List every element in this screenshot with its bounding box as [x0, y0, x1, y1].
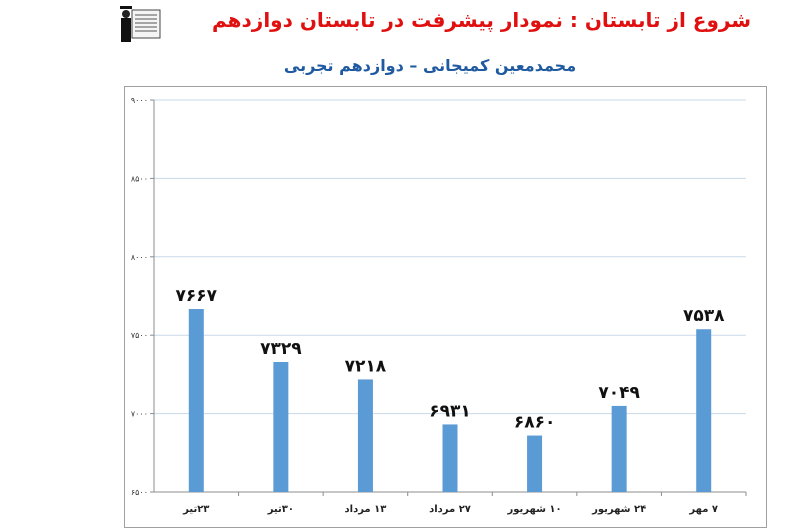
bar [188, 309, 204, 492]
chart-title: شروع از تابستان : نمودار پیشرفت در تابست… [211, 8, 751, 32]
brand-logo-icon [118, 4, 162, 44]
bar [696, 329, 712, 492]
x-tick-label: ۱۰ شهریور [507, 504, 562, 515]
y-tick-label: ۹۰۰۰ [131, 96, 148, 105]
x-tick-label: ۲۳تیر [182, 504, 209, 515]
y-tick-label: ۸۰۰۰ [131, 253, 148, 262]
chart-subtitle: محمدمعین کمیجانی – دوازدهم تجربی [283, 56, 577, 75]
x-tick-label: ۲۴ شهریور [591, 504, 646, 515]
bar [273, 362, 289, 492]
x-tick-label: ۱۳ مرداد [345, 504, 387, 515]
chart-frame [124, 86, 767, 528]
x-tick-label: ۷ مهر [688, 504, 718, 515]
y-tick-label: ۶۵۰۰ [131, 488, 148, 497]
bar [357, 379, 373, 492]
data-label: ۷۵۳۸ [683, 306, 725, 326]
bar [611, 405, 627, 492]
y-tick-label: ۷۰۰۰ [131, 410, 148, 419]
data-label: ۷۲۱۸ [345, 356, 387, 376]
x-tick-label: ۲۷ مرداد [429, 504, 471, 515]
data-label: ۶۸۶۰ [514, 413, 556, 433]
data-label: ۶۹۳۱ [429, 401, 471, 421]
data-label: ۷۰۴۹ [598, 383, 640, 403]
data-label: ۷۳۲۹ [260, 339, 302, 359]
bar [527, 435, 543, 492]
x-tick-label: ۳۰تیر [267, 504, 294, 515]
bar [442, 424, 458, 492]
data-label: ۷۶۶۷ [176, 286, 218, 306]
y-tick-label: ۸۵۰۰ [131, 174, 148, 183]
y-tick-label: ۷۵۰۰ [131, 331, 148, 340]
